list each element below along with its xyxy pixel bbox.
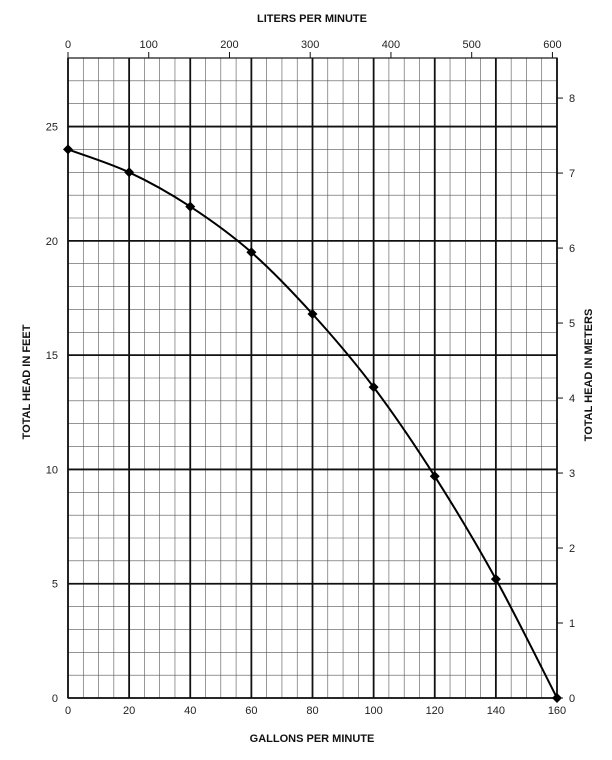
data-point-marker	[429, 471, 440, 482]
data-point-marker	[368, 382, 379, 393]
left-tick-label: 0	[52, 693, 58, 705]
top-tick-label: 100	[140, 39, 158, 51]
top-tick-label: 400	[382, 39, 400, 51]
left-tick-label: 5	[52, 579, 58, 591]
bottom-tick-label: 20	[123, 705, 135, 717]
left-axis-title: TOTAL HEAD IN FEET	[21, 324, 33, 439]
data-point-marker	[307, 309, 318, 319]
right-tick-label: 8	[569, 93, 575, 105]
right-tick-label: 5	[569, 318, 575, 330]
top-tick-label: 200	[220, 39, 238, 51]
plot-border	[67, 57, 558, 699]
right-tick-labels: 0 1 2 3 4 5 6 7 8	[557, 93, 575, 705]
right-tick-label: 6	[569, 243, 575, 255]
right-tick-label: 1	[569, 618, 575, 630]
bottom-tick-label: 120	[426, 705, 444, 717]
pump-curve-line	[67, 148, 558, 699]
top-axis-title: LITERS PER MINUTE	[257, 13, 367, 25]
left-tick-label: 25	[46, 122, 58, 134]
bottom-tick-label: 0	[65, 705, 71, 717]
bottom-tick-label: 40	[184, 705, 196, 717]
right-tick-label: 2	[569, 543, 575, 555]
top-tick-labels: 0 100 200 300 400 500 600	[65, 39, 562, 58]
data-point-marker	[124, 167, 135, 178]
top-tick-label: 300	[301, 39, 319, 51]
data-point-marker	[63, 144, 73, 155]
top-tick-label: 600	[543, 39, 561, 51]
right-tick-label: 4	[569, 393, 575, 405]
bottom-tick-label: 160	[548, 705, 566, 717]
bottom-tick-label: 80	[306, 705, 318, 717]
bottom-axis-title: GALLONS PER MINUTE	[250, 733, 375, 745]
bottom-tick-label: 100	[364, 705, 382, 717]
left-tick-label: 15	[46, 350, 58, 362]
right-tick-label: 3	[569, 468, 575, 480]
bottom-tick-labels: 0 20 40 60 80 100 120 140 160	[65, 705, 566, 717]
top-tick-label: 0	[65, 39, 71, 51]
data-markers	[63, 144, 562, 703]
top-tick-label: 500	[463, 39, 481, 51]
left-tick-label: 20	[46, 236, 58, 248]
data-point-marker	[490, 574, 501, 585]
data-point-marker	[246, 247, 257, 258]
plot-frame	[67, 57, 558, 699]
bottom-tick-label: 140	[487, 705, 505, 717]
right-tick-label: 0	[569, 693, 575, 705]
data-point-marker	[185, 201, 196, 212]
left-tick-label: 10	[46, 464, 58, 476]
right-tick-label: 7	[569, 168, 575, 180]
left-tick-labels: 0 5 10 15 20 25	[46, 122, 58, 705]
right-axis-title: TOTAL HEAD IN METERS	[583, 309, 595, 442]
bottom-tick-label: 60	[245, 705, 257, 717]
